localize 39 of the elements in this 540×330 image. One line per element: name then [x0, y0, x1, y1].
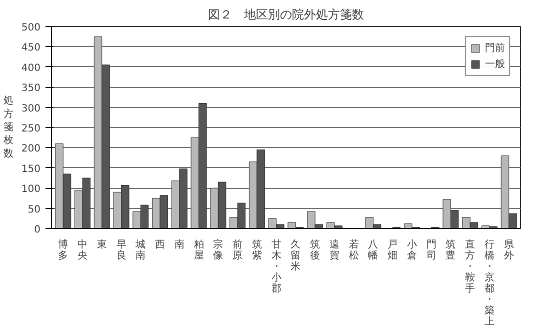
x-tick-label: 筑豊: [446, 238, 456, 262]
y-tick-label: 150: [21, 164, 41, 175]
x-tick-label: 南: [174, 238, 184, 250]
x-tick-label: 門司: [426, 240, 436, 262]
x-tick-label: 戸畑: [388, 240, 398, 262]
y-tick-label: 400: [21, 62, 41, 74]
x-tick-label: 久留米: [290, 238, 301, 272]
y-tick-label: 450: [21, 42, 41, 54]
x-tick-label: 八幡: [368, 240, 378, 262]
x-tick-label: 筑後: [310, 238, 320, 262]
x-tick-label: 甘木・小郡: [271, 238, 282, 294]
x-tick-label: 小倉: [406, 238, 417, 262]
x-tick-label: 東: [96, 238, 107, 250]
y-axis-title: 処方箋枚数: [2, 96, 14, 160]
y-tick-label: 0: [34, 224, 41, 236]
y-tick-label: 350: [21, 83, 41, 94]
legend-label: 門前: [485, 42, 505, 55]
x-tick-label: 博多: [58, 238, 68, 262]
x-tick-label: 直方・鞍手: [465, 238, 476, 294]
x-tick-label: 前原: [232, 238, 243, 262]
x-tick-label: 若松: [348, 238, 359, 262]
y-tick-label: 300: [21, 103, 41, 114]
x-tick-label: 筑紫: [252, 238, 262, 262]
x-tick-label: 遠賀: [329, 238, 340, 262]
x-tick-label: 宗像: [213, 238, 224, 262]
x-tick-label: 中央: [78, 238, 88, 262]
y-tick-label: 250: [21, 124, 41, 134]
y-tick-label: 200: [21, 144, 41, 155]
x-tick-label: 城南: [134, 238, 146, 262]
x-tick-label: 西: [155, 240, 166, 250]
x-tick-label: 行橋・京都・築上: [484, 240, 494, 328]
y-tick-label: 500: [21, 22, 41, 34]
x-tick-label: 早良: [116, 240, 126, 262]
legend-label: 一般: [485, 58, 505, 71]
y-tick-label: 100: [21, 184, 41, 196]
x-tick-label: 粕屋: [194, 240, 204, 262]
y-tick-label: 50: [28, 204, 41, 216]
chart-title: 図２ 地区別の院外処方箋数: [208, 8, 364, 22]
x-tick-label: 県外: [504, 240, 514, 262]
